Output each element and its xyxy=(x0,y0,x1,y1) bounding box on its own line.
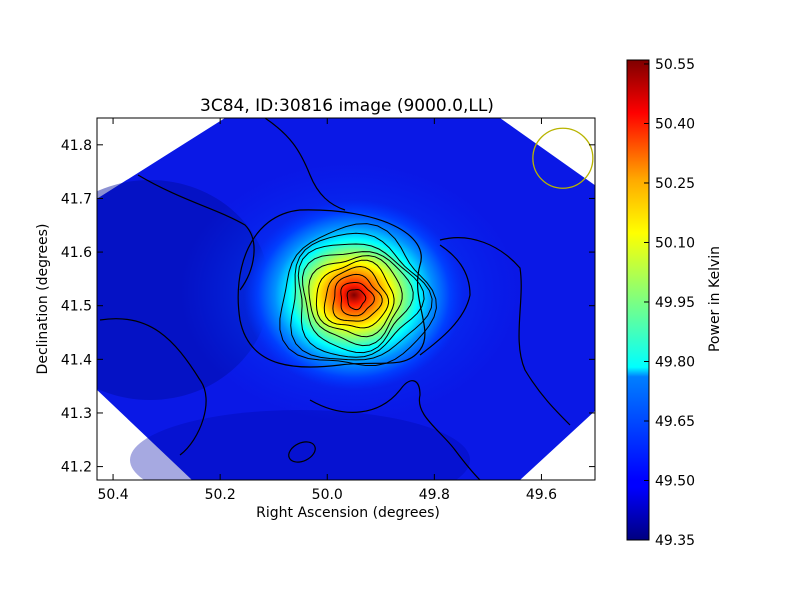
y-tick-label: 41.8 xyxy=(61,138,92,154)
x-tick-label: 50.0 xyxy=(312,487,343,503)
y-tick-label: 41.6 xyxy=(61,245,92,261)
source-contour xyxy=(346,288,367,311)
contour-small-loop xyxy=(288,441,316,463)
source-contour xyxy=(340,282,375,317)
x-tick-label: 49.8 xyxy=(419,487,450,503)
source-contours xyxy=(279,223,437,366)
source-contour xyxy=(323,265,390,329)
colorbar xyxy=(626,59,650,541)
plot-frame xyxy=(96,117,596,481)
beam-circle xyxy=(532,127,594,189)
colorbar-tick-label: 49.65 xyxy=(655,414,695,430)
dark-region-bottom xyxy=(130,410,470,480)
source-contour xyxy=(290,232,433,361)
colorbar-tick-label: 50.10 xyxy=(655,235,695,251)
chart-title: 3C84, ID:30816 image (9000.0,LL) xyxy=(200,96,494,116)
y-tick-label: 41.2 xyxy=(61,460,92,476)
x-axis-label: Right Ascension (degrees) xyxy=(256,505,440,521)
colorbar-tick-label: 49.80 xyxy=(655,354,695,370)
y-tick-label: 41.5 xyxy=(61,299,92,315)
contour-upper-west xyxy=(137,174,255,291)
source-contour xyxy=(297,243,425,358)
colorbar-tick-label: 50.40 xyxy=(655,116,695,132)
contour-south xyxy=(309,380,481,480)
colorbar-tick-label: 50.25 xyxy=(655,176,695,192)
source-contour xyxy=(308,255,403,347)
source-emission xyxy=(244,199,465,390)
contour-lower-west xyxy=(99,318,207,456)
source-contour xyxy=(301,251,414,354)
plot-area xyxy=(97,118,595,480)
x-tick-label: 50.4 xyxy=(97,487,128,503)
colorbar-tick-label: 50.55 xyxy=(655,57,695,73)
colorbar-tick-label: 49.50 xyxy=(655,473,695,489)
colorbar-ticks: 49.35 49.50 49.65 49.80 49.95 50.10 50.25 50.40… xyxy=(644,57,695,549)
colorbar-tick-label: 49.95 xyxy=(655,295,695,311)
y-axis: 41.2 41.3 41.4 41.5 41.6 41.7 41.8 xyxy=(61,138,595,476)
y-axis-label: Declination (degrees) xyxy=(35,224,51,375)
source-contour xyxy=(315,259,395,338)
x-axis: 50.4 50.2 50.0 49.8 49.6 xyxy=(97,118,557,503)
contour-east-inner xyxy=(419,244,471,356)
contour-lines xyxy=(99,118,571,480)
source-contour xyxy=(279,223,437,366)
contour-upper xyxy=(264,118,346,211)
colorbar-label: Power in Kelvin xyxy=(707,246,723,352)
colorbar-tick-label: 49.35 xyxy=(655,533,695,549)
y-tick-label: 41.3 xyxy=(61,406,92,422)
contour-east xyxy=(439,237,571,426)
x-tick-label: 50.2 xyxy=(205,487,236,503)
x-tick-label: 49.6 xyxy=(526,487,557,503)
source-contour xyxy=(332,273,383,322)
y-tick-label: 41.4 xyxy=(61,352,92,368)
y-tick-label: 41.7 xyxy=(61,191,92,207)
